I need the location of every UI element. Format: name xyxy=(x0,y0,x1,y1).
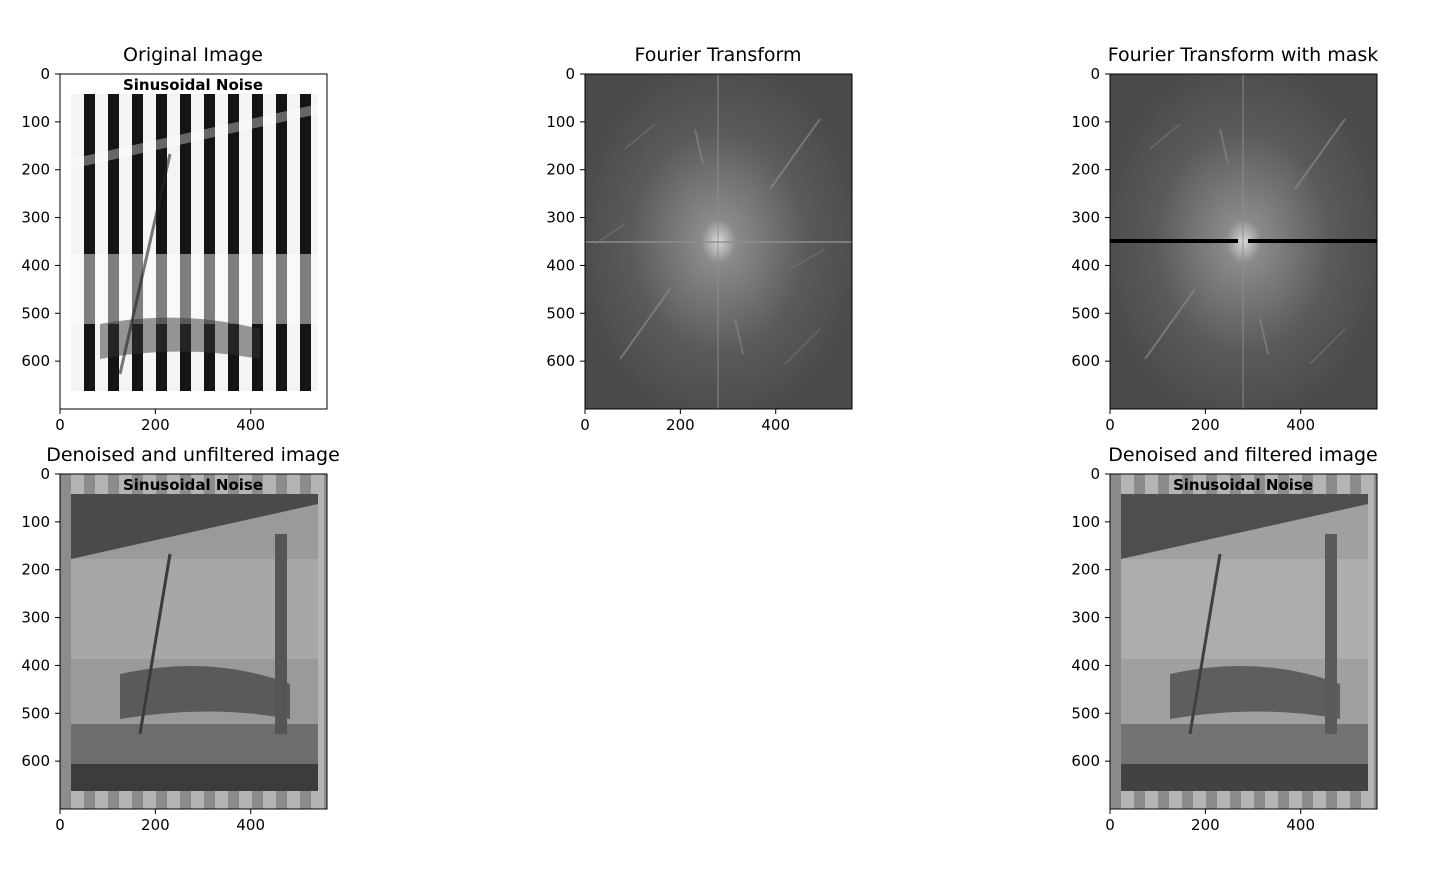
panel-title: Denoised and filtered image xyxy=(1108,444,1378,466)
y-tick-label: 300 xyxy=(21,609,50,627)
denoised-image xyxy=(60,474,327,809)
y-tick-label: 500 xyxy=(21,704,50,722)
panel-denoised-unfiltered: Denoised and unfiltered image Sinusoidal… xyxy=(21,444,339,834)
y-tick-label: 0 xyxy=(1090,65,1100,83)
y-tick-label: 400 xyxy=(1071,656,1100,674)
inner-text: Sinusoidal Noise xyxy=(123,476,263,494)
image-axes: Sinusoidal Noise 0 200 400 0 100 200 300 400 500… xyxy=(21,65,328,434)
y-tick-label: 100 xyxy=(21,513,50,531)
axis-ticks: 0 200 400 0 100 200 300 400 500 600 xyxy=(1071,65,1315,434)
y-tick-label: 200 xyxy=(546,161,575,179)
panel-title: Fourier Transform with mask xyxy=(1107,44,1379,66)
y-tick-label: 600 xyxy=(21,352,50,370)
denoised-filtered-image xyxy=(1110,474,1377,809)
y-tick-label: 100 xyxy=(1071,113,1100,131)
y-tick-label: 200 xyxy=(1071,561,1100,579)
noisy-image xyxy=(71,94,318,391)
y-tick-label: 600 xyxy=(21,752,50,770)
x-tick-label: 400 xyxy=(1286,816,1315,834)
y-tick-label: 100 xyxy=(21,113,50,131)
y-tick-label: 0 xyxy=(40,65,50,83)
axis-ticks: 0 200 400 0 100 200 300 400 500 600 xyxy=(21,465,265,834)
x-tick-label: 200 xyxy=(666,416,695,434)
y-tick-label: 600 xyxy=(1071,752,1100,770)
y-tick-label: 500 xyxy=(1071,704,1100,722)
y-tick-label: 400 xyxy=(1071,256,1100,274)
x-tick-label: 0 xyxy=(55,816,65,834)
y-tick-label: 200 xyxy=(1071,161,1100,179)
y-tick-label: 100 xyxy=(546,113,575,131)
y-tick-label: 0 xyxy=(1090,465,1100,483)
panel-denoised-filtered: Denoised and filtered image Sinusoidal N… xyxy=(1071,444,1378,834)
axis-ticks: 0 200 400 0 100 200 300 400 500 600 xyxy=(21,65,265,434)
x-tick-label: 200 xyxy=(141,416,170,434)
x-tick-label: 200 xyxy=(141,816,170,834)
axis-ticks: 0 200 400 0 100 200 300 400 500 600 xyxy=(546,65,790,434)
y-tick-label: 500 xyxy=(1071,304,1100,322)
y-tick-label: 0 xyxy=(40,465,50,483)
y-tick-label: 200 xyxy=(21,161,50,179)
y-tick-label: 200 xyxy=(21,561,50,579)
inner-text: Sinusoidal Noise xyxy=(1173,476,1313,494)
panel-fourier-transform: Fourier Transform 0 200 400 0 100 200 300 400 50… xyxy=(546,44,853,434)
x-tick-label: 200 xyxy=(1191,816,1220,834)
fft-mask-axes: 0 200 400 0 100 200 300 400 500 600 xyxy=(1071,65,1378,434)
x-tick-label: 400 xyxy=(761,416,790,434)
fft-spectrum xyxy=(585,74,852,409)
panel-title: Original Image xyxy=(123,44,263,66)
fft-spectrum-masked xyxy=(1110,74,1377,409)
y-tick-label: 300 xyxy=(1071,209,1100,227)
denoised-filtered-axes: Sinusoidal Noise 0 200 400 0 100 200 300 400 500… xyxy=(1071,465,1378,834)
mask-left xyxy=(1110,239,1238,243)
y-tick-label: 400 xyxy=(546,256,575,274)
y-tick-label: 600 xyxy=(546,352,575,370)
x-tick-label: 0 xyxy=(55,416,65,434)
y-tick-label: 300 xyxy=(21,209,50,227)
y-tick-label: 600 xyxy=(1071,352,1100,370)
y-tick-label: 100 xyxy=(1071,513,1100,531)
axis-ticks: 0 200 400 0 100 200 300 400 500 600 xyxy=(1071,465,1315,834)
y-tick-label: 500 xyxy=(21,304,50,322)
x-tick-label: 400 xyxy=(1286,416,1315,434)
panel-title: Fourier Transform xyxy=(634,44,802,66)
y-tick-label: 400 xyxy=(21,256,50,274)
mask-right xyxy=(1248,239,1377,243)
y-tick-label: 300 xyxy=(1071,609,1100,627)
y-tick-label: 400 xyxy=(21,656,50,674)
y-tick-label: 300 xyxy=(546,209,575,227)
panel-title: Denoised and unfiltered image xyxy=(46,444,340,466)
inner-text: Sinusoidal Noise xyxy=(123,76,263,94)
x-tick-label: 200 xyxy=(1191,416,1220,434)
fft-axes: 0 200 400 0 100 200 300 400 500 600 xyxy=(546,65,853,434)
x-tick-label: 400 xyxy=(236,816,265,834)
x-tick-label: 0 xyxy=(580,416,590,434)
panel-original-image: Original Image Sinusoidal Noise 0 200 400 0… xyxy=(21,44,328,434)
x-tick-label: 400 xyxy=(236,416,265,434)
denoised-axes: Sinusoidal Noise 0 200 400 0 100 200 300 400 500… xyxy=(21,465,328,834)
panel-fourier-transform-mask: Fourier Transform with mask 0 200 400 0 100 2… xyxy=(1071,44,1378,434)
x-tick-label: 0 xyxy=(1105,816,1115,834)
y-tick-label: 500 xyxy=(546,304,575,322)
y-tick-label: 0 xyxy=(565,65,575,83)
x-tick-label: 0 xyxy=(1105,416,1115,434)
